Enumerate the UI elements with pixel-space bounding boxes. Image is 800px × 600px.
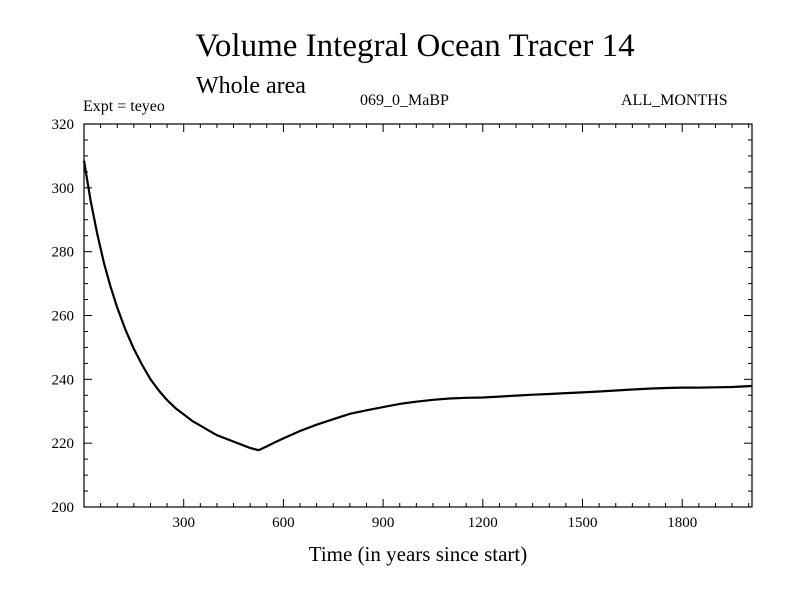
x-tick-label: 1200: [468, 515, 498, 531]
months-label: ALL_MONTHS: [621, 92, 728, 109]
x-tick-label: 1800: [667, 515, 697, 531]
x-tick-label: 1500: [568, 515, 598, 531]
x-tick-label: 600: [272, 515, 295, 531]
y-tick-label: 240: [52, 372, 75, 388]
x-tick-label: 300: [172, 515, 195, 531]
axis-ticks: [84, 123, 752, 508]
experiment-label: Expt = teyeo: [83, 98, 165, 115]
y-tick-label: 260: [52, 309, 75, 325]
series-line-tracer-14: [82, 160, 753, 452]
chart-subtitle: Whole area: [196, 73, 306, 99]
x-tick-label: 900: [372, 515, 395, 531]
y-tick-label: 320: [52, 117, 75, 133]
chart-title: Volume Integral Ocean Tracer 14: [195, 28, 635, 64]
tick-labels: 300 600 900 1200 1500 1800 200 220 240 260 280 300 3…: [52, 117, 698, 531]
y-tick-label: 300: [52, 181, 75, 197]
run-label: 069_0_MaBP: [360, 92, 449, 109]
plot-frame: [83, 123, 753, 508]
y-tick-label: 200: [52, 500, 75, 516]
x-axis-label: Time (in years since start): [308, 542, 528, 566]
y-tick-label: 280: [52, 245, 75, 261]
y-tick-label: 220: [52, 436, 75, 452]
